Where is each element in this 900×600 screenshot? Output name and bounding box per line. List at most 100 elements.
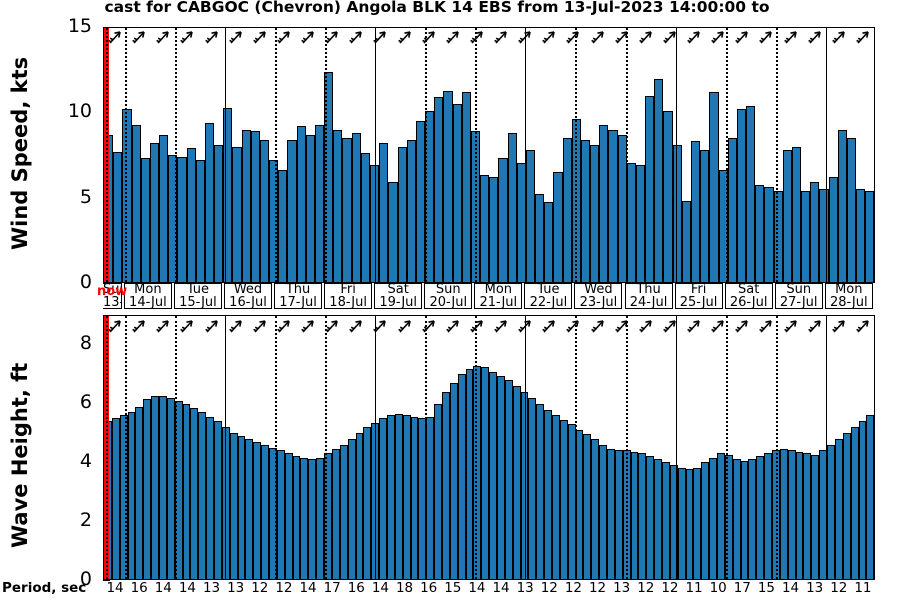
bar <box>732 459 741 579</box>
period-value: 14 <box>154 580 172 596</box>
bar <box>489 177 499 282</box>
bar <box>803 453 812 579</box>
direction-arrow-icon <box>686 29 704 47</box>
date-axis-day[interactable]: Sat 19-Jul <box>374 283 423 309</box>
direction-arrow-icon <box>493 318 511 336</box>
date-axis-date: 25-Jul <box>679 295 718 309</box>
wind-bars-container <box>104 28 874 282</box>
date-axis-day[interactable]: Tue 22-Jul <box>524 283 573 309</box>
date-axis-day[interactable]: Mon 14-Jul <box>123 283 172 309</box>
date-axis-date: 23-Jul <box>579 295 618 309</box>
direction-arrow-icon <box>179 318 197 336</box>
direction-arrow-icon <box>179 29 197 47</box>
bar <box>811 454 820 579</box>
bar <box>496 375 505 579</box>
direction-arrow-icon <box>517 318 535 336</box>
date-axis[interactable]: Sun13-JulMon14-JulTue15-JulWed16-JulThu1… <box>103 283 875 309</box>
period-value: 13 <box>227 580 245 596</box>
bar <box>489 371 497 579</box>
direction-arrow-icon <box>300 29 318 47</box>
date-axis-weekday: Fri <box>340 283 356 297</box>
date-axis-day[interactable]: Thu 17-Jul <box>274 283 323 309</box>
date-axis-date: 24-Jul <box>629 295 668 309</box>
bar <box>755 185 765 282</box>
date-axis-weekday: Thu <box>636 283 661 297</box>
direction-arrow-icon <box>686 318 704 336</box>
bar <box>135 406 144 579</box>
date-axis-day[interactable]: Tue 15-Jul <box>173 283 222 309</box>
bar <box>111 418 120 579</box>
date-axis-day[interactable]: Wed 23-Jul <box>574 283 623 309</box>
date-axis-day[interactable]: Sun 27-Jul <box>774 283 823 309</box>
date-axis-day[interactable]: Thu 24-Jul <box>624 283 673 309</box>
bar <box>457 374 466 579</box>
bar <box>599 444 607 579</box>
date-axis-date: 20-Jul <box>429 295 468 309</box>
direction-arrow-icon <box>107 318 125 336</box>
bar <box>828 177 838 282</box>
bar <box>756 456 765 579</box>
date-axis-day[interactable]: Mon 28-Jul <box>824 283 873 309</box>
bar <box>223 107 233 282</box>
period-value: 14 <box>299 580 317 596</box>
bar <box>371 422 380 579</box>
period-value: 17 <box>733 580 751 596</box>
period-value: 12 <box>637 580 655 596</box>
date-axis-date: 17-Jul <box>279 295 317 309</box>
bar <box>308 459 317 579</box>
direction-arrow-icon <box>348 318 366 336</box>
bar <box>379 418 387 579</box>
direction-arrow-icon <box>469 318 487 336</box>
date-axis-day[interactable]: Sat 26-Jul <box>724 283 773 309</box>
direction-arrow-icon <box>372 318 390 336</box>
bar <box>591 438 600 579</box>
direction-arrow-icon <box>276 318 294 336</box>
bar <box>465 368 474 579</box>
date-axis-weekday: Wed <box>233 283 263 297</box>
date-axis-day[interactable]: Sun 20-Jul <box>424 283 473 309</box>
period-value: 14 <box>106 580 124 596</box>
date-axis-weekday: Sun <box>103 283 121 297</box>
period-value: 17 <box>323 580 341 596</box>
bar <box>122 109 132 282</box>
bar <box>140 158 150 282</box>
page-title: cast for CABGOC (Chevron) Angola BLK 14 … <box>0 0 900 16</box>
bar <box>221 427 230 579</box>
date-axis-weekday: Mon <box>835 283 863 297</box>
direction-arrow-icon <box>252 29 270 47</box>
date-axis-day[interactable]: Wed 16-Jul <box>223 283 273 309</box>
direction-arrow-icon <box>541 318 559 336</box>
date-axis-date: 14-Jul <box>129 295 167 309</box>
date-axis-weekday: Tue <box>537 283 560 297</box>
wave-bars-container <box>104 316 874 579</box>
bar <box>654 78 664 282</box>
direction-arrow-icon <box>421 318 439 336</box>
direction-arrow-icon <box>155 29 173 47</box>
bar <box>415 121 426 282</box>
bar <box>850 427 859 579</box>
bar <box>449 383 458 579</box>
period-value: 12 <box>251 580 269 596</box>
date-axis-weekday: Sun <box>435 283 461 297</box>
date-axis-day[interactable]: Fri 18-Jul <box>324 283 373 309</box>
bar <box>204 122 215 282</box>
wind-speed-panel <box>103 27 875 283</box>
direction-arrow-icon <box>348 29 366 47</box>
period-value: 11 <box>685 580 703 596</box>
bar <box>764 187 774 282</box>
bar <box>339 444 348 579</box>
bar <box>504 380 513 579</box>
direction-arrow-icon <box>855 318 873 336</box>
direction-arrow-icon <box>421 29 439 47</box>
bar <box>480 175 490 282</box>
date-axis-day[interactable]: Sun13-Jul <box>103 283 122 309</box>
bar <box>186 148 196 282</box>
bar <box>646 456 655 579</box>
bar <box>709 457 718 579</box>
date-axis-date: 21-Jul <box>479 295 518 309</box>
date-axis-day[interactable]: Mon 21-Jul <box>474 283 523 309</box>
bar <box>388 182 398 282</box>
bar <box>681 200 691 282</box>
date-axis-day[interactable]: Fri 25-Jul <box>674 283 723 309</box>
